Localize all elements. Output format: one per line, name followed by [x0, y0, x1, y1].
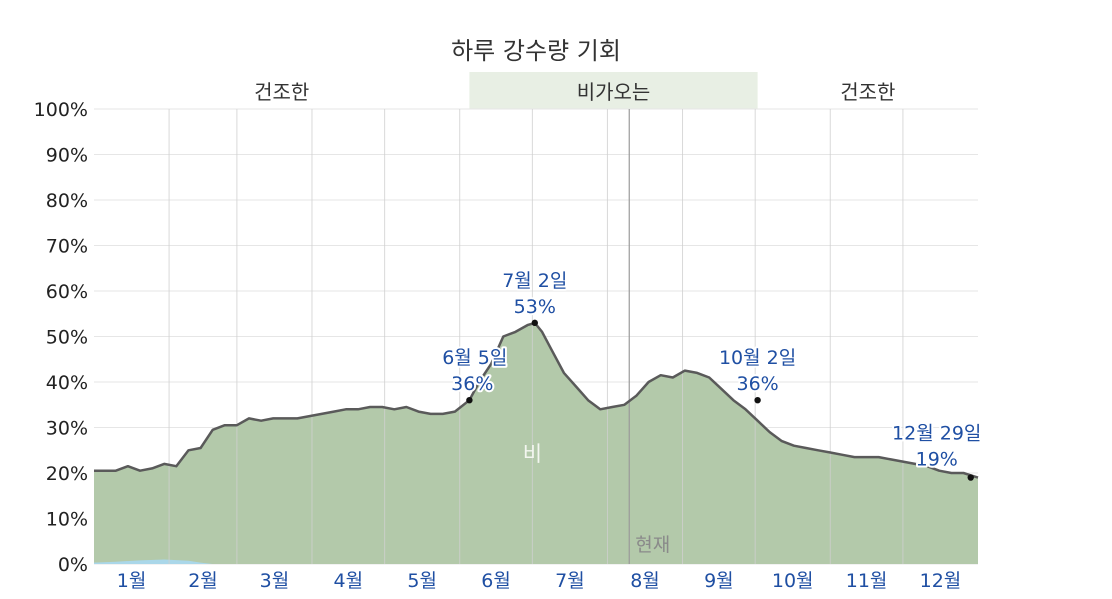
season-label-2: 건조한	[840, 80, 895, 104]
annotation-point-0	[466, 397, 473, 404]
y-tick-label-1: 10%	[46, 509, 88, 531]
annotation-value-1: 53%	[514, 296, 556, 318]
y-axis: 0% 10% 20% 30% 40% 50% 60% 70% 80% 90% 100%	[34, 99, 88, 576]
y-tick-label-5: 50%	[46, 327, 88, 349]
month-label-12: 12월	[920, 570, 962, 592]
annotation-point-2	[754, 397, 761, 404]
y-tick-label-3: 30%	[46, 418, 88, 440]
annotations: 6월 5일 36% 7월 2일 53% 10월 2일 36% 12월 29일 19%	[440, 268, 983, 481]
series-name-label: 비	[523, 442, 542, 466]
month-label-9: 9월	[704, 570, 734, 592]
annotation-value-0: 36%	[451, 373, 493, 395]
month-label-2: 2월	[188, 570, 218, 592]
x-axis: 1월 2월 3월 4월 5월 6월 7월 8월 9월 10월 11월 12월	[117, 570, 962, 592]
now-marker: 현재	[628, 109, 670, 564]
annotation-value-3: 19%	[916, 449, 958, 471]
y-tick-label-6: 60%	[46, 281, 88, 303]
annotation-point-3	[967, 474, 974, 481]
y-tick-label-7: 70%	[46, 236, 88, 258]
y-tick-label-10: 100%	[34, 99, 88, 121]
season-label-0: 건조한	[254, 80, 309, 104]
y-tick-label-0: 0%	[58, 554, 88, 576]
y-tick-label-9: 90%	[46, 145, 88, 167]
series-area-1	[94, 559, 978, 564]
now-label: 현재	[635, 534, 670, 556]
month-label-1: 1월	[117, 570, 147, 592]
y-tick-label-8: 80%	[46, 190, 88, 212]
season-band-1	[469, 72, 758, 109]
y-tick-label-2: 20%	[46, 463, 88, 485]
month-label-7: 7월	[555, 570, 585, 592]
series-areas	[94, 322, 978, 564]
annotation-point-1	[531, 319, 538, 327]
y-tick-label-4: 40%	[46, 372, 88, 394]
series-line-path	[94, 321, 979, 479]
chart-title: 하루 강수량 기회	[451, 37, 621, 65]
season-label-1: 비가오는	[577, 80, 651, 104]
annotation-value-2: 36%	[736, 373, 778, 395]
month-label-11: 11월	[846, 570, 888, 592]
annotation-date-3: 12월 29일	[892, 423, 981, 445]
month-label-8: 8월	[630, 570, 660, 592]
month-label-5: 5월	[407, 570, 437, 592]
month-label-4: 4월	[334, 570, 364, 592]
month-label-10: 10월	[772, 570, 814, 592]
series-area-0	[94, 322, 978, 564]
month-lines	[168, 109, 904, 564]
annotation-date-0: 6월 5일	[442, 347, 507, 369]
annotation-date-1: 7월 2일	[502, 270, 567, 292]
series-line: 비	[94, 321, 979, 479]
season-bands: 건조한 비가오는 건조한	[254, 72, 895, 109]
month-label-3: 3월	[260, 570, 290, 592]
annotation-date-2: 10월 2일	[719, 347, 796, 369]
month-label-6: 6월	[481, 570, 511, 592]
